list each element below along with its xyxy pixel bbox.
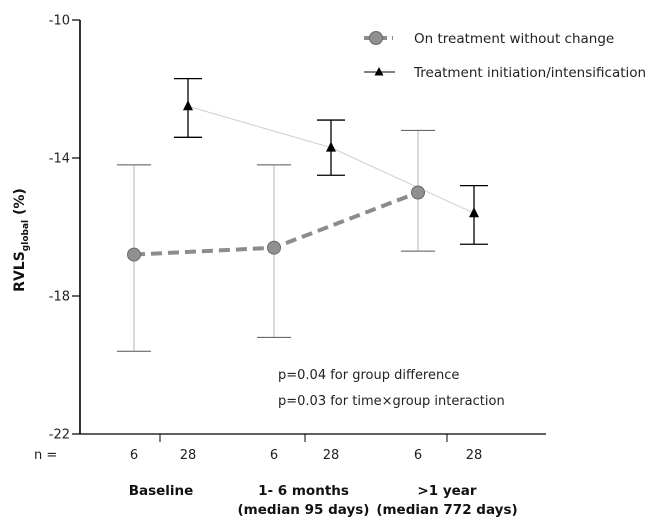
y-label-main: RVLS bbox=[12, 251, 28, 292]
p-value-annotation: p=0.04 for group difference bbox=[278, 368, 459, 383]
legend-label-on-treatment: On treatment without change bbox=[414, 31, 614, 47]
annotations: p=0.04 for group difference p=0.03 for ti… bbox=[278, 368, 505, 409]
n-value: 28 bbox=[323, 448, 340, 463]
legend-circle-marker bbox=[369, 31, 383, 45]
series-lines bbox=[133, 105, 475, 257]
n-value: 28 bbox=[180, 448, 197, 463]
legend-triangle-marker bbox=[374, 67, 384, 76]
category-label: >1 year bbox=[417, 483, 476, 499]
circle-marker bbox=[411, 185, 425, 200]
triangle-marker bbox=[469, 207, 479, 218]
y-tick-label: -10 bbox=[49, 14, 70, 29]
data-markers bbox=[127, 100, 479, 262]
triangle-marker bbox=[326, 141, 336, 152]
circle-marker bbox=[127, 247, 141, 262]
y-tick-label: -18 bbox=[49, 290, 70, 305]
triangle-marker bbox=[183, 100, 193, 111]
y-label-unit: (%) bbox=[12, 188, 28, 220]
x-axis: n = 6 28 Baseline 6 28 1- 6 months (median 95 d… bbox=[34, 434, 518, 518]
legend: On treatment without change Treatment ini… bbox=[364, 31, 646, 81]
p-value-annotation: p=0.03 for time×group interaction bbox=[278, 394, 505, 409]
legend-label-treatment-initiation: Treatment initiation/intensification bbox=[413, 65, 646, 81]
y-axis-label: RVLSglobal (%) bbox=[12, 188, 31, 292]
axes bbox=[79, 20, 546, 435]
y-ticks: -10 -14 -18 -22 bbox=[49, 14, 80, 443]
n-value: 6 bbox=[130, 448, 138, 463]
category-label: (median 772 days) bbox=[376, 502, 517, 518]
category-label: Baseline bbox=[129, 483, 194, 499]
y-tick-label: -22 bbox=[49, 428, 70, 443]
circle-marker bbox=[267, 240, 281, 255]
error-bars bbox=[117, 78, 488, 352]
n-value: 28 bbox=[466, 448, 483, 463]
n-value: 6 bbox=[414, 448, 422, 463]
category-label: (median 95 days) bbox=[238, 502, 370, 518]
category-label: 1- 6 months bbox=[258, 483, 349, 499]
n-value: 6 bbox=[270, 448, 278, 463]
y-label-subscript: global bbox=[21, 220, 31, 251]
y-tick-label: -14 bbox=[49, 152, 70, 167]
n-label: n = bbox=[34, 448, 57, 463]
